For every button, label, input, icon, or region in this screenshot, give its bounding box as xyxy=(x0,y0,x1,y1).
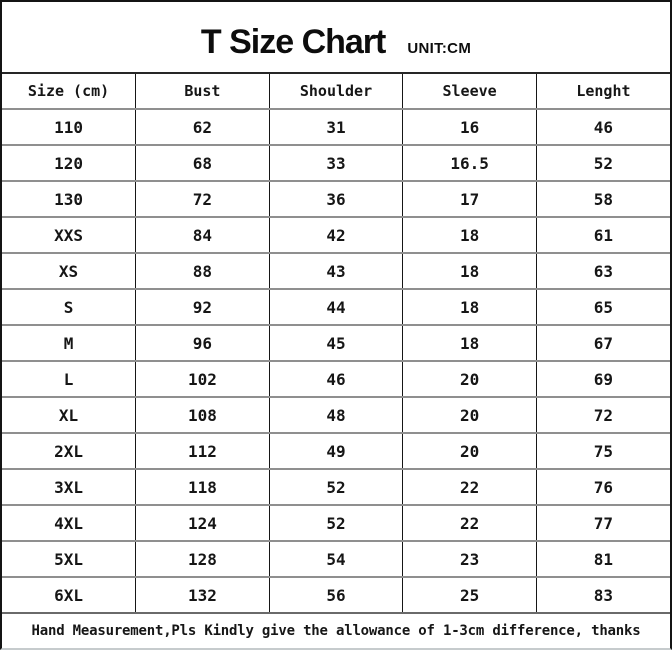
cell-bust: 88 xyxy=(135,252,270,289)
cell-shoulder: 52 xyxy=(268,468,403,505)
cell-sleeve: 20 xyxy=(402,432,537,469)
table-row: XS 88 43 18 63 xyxy=(2,252,670,289)
cell-sleeve: 20 xyxy=(402,396,537,433)
cell-length: 52 xyxy=(535,144,670,181)
cell-shoulder: 31 xyxy=(268,108,403,145)
size-table-head: Size (cm) Bust Shoulder Sleeve Lenght xyxy=(2,72,670,109)
size-table: Size (cm) Bust Shoulder Sleeve Lenght 110 62 3… xyxy=(2,72,670,612)
cell-length: 76 xyxy=(535,468,670,505)
table-row: 110 62 31 16 46 xyxy=(2,108,670,145)
cell-size: M xyxy=(2,324,136,361)
page-title: T Size Chart xyxy=(200,23,386,61)
column-header-bust: Bust xyxy=(135,72,270,109)
column-header-size: Size (cm) xyxy=(2,72,136,109)
cell-sleeve: 25 xyxy=(402,576,537,612)
cell-length: 67 xyxy=(535,324,670,361)
cell-size: XL xyxy=(2,396,136,433)
table-row: 2XL 112 49 20 75 xyxy=(2,432,670,469)
table-row: 6XL 132 56 25 83 xyxy=(2,576,670,612)
footer-note: Hand Measurement,Pls Kindly give the all… xyxy=(2,612,670,648)
cell-sleeve: 22 xyxy=(402,468,537,505)
cell-size: 110 xyxy=(2,108,136,145)
cell-bust: 108 xyxy=(135,396,270,433)
cell-bust: 72 xyxy=(135,180,270,217)
table-row: L 102 46 20 69 xyxy=(2,360,670,397)
cell-shoulder: 48 xyxy=(268,396,403,433)
cell-sleeve: 20 xyxy=(402,360,537,397)
cell-length: 69 xyxy=(535,360,670,397)
cell-length: 58 xyxy=(535,180,670,217)
cell-shoulder: 56 xyxy=(268,576,403,612)
cell-bust: 102 xyxy=(135,360,270,397)
cell-shoulder: 42 xyxy=(268,216,403,253)
table-row: XXS 84 42 18 61 xyxy=(2,216,670,253)
cell-bust: 92 xyxy=(135,288,270,325)
cell-sleeve: 18 xyxy=(402,252,537,289)
cell-bust: 96 xyxy=(135,324,270,361)
cell-shoulder: 54 xyxy=(268,540,403,577)
cell-bust: 68 xyxy=(135,144,270,181)
cell-bust: 112 xyxy=(135,432,270,469)
table-row: M 96 45 18 67 xyxy=(2,324,670,361)
cell-sleeve: 16 xyxy=(402,108,537,145)
cell-sleeve: 16.5 xyxy=(402,144,537,181)
cell-size: L xyxy=(2,360,136,397)
cell-length: 61 xyxy=(535,216,670,253)
table-row: XL 108 48 20 72 xyxy=(2,396,670,433)
table-row: 120 68 33 16.5 52 xyxy=(2,144,670,181)
table-row: 3XL 118 52 22 76 xyxy=(2,468,670,505)
cell-bust: 132 xyxy=(135,576,270,612)
cell-bust: 118 xyxy=(135,468,270,505)
table-row: 4XL 124 52 22 77 xyxy=(2,504,670,541)
cell-shoulder: 43 xyxy=(268,252,403,289)
column-header-sleeve: Sleeve xyxy=(402,72,537,109)
cell-bust: 62 xyxy=(135,108,270,145)
unit-label: UNIT:CM xyxy=(407,40,472,57)
cell-sleeve: 18 xyxy=(402,216,537,253)
cell-sleeve: 18 xyxy=(402,324,537,361)
table-row: 130 72 36 17 58 xyxy=(2,180,670,217)
cell-bust: 84 xyxy=(135,216,270,253)
column-header-shoulder: Shoulder xyxy=(268,72,403,109)
cell-size: 2XL xyxy=(2,432,136,469)
cell-size: 6XL xyxy=(2,576,136,612)
cell-size: 5XL xyxy=(2,540,136,577)
cell-size: S xyxy=(2,288,136,325)
cell-sleeve: 22 xyxy=(402,504,537,541)
cell-shoulder: 45 xyxy=(268,324,403,361)
cell-length: 83 xyxy=(535,576,670,612)
cell-length: 46 xyxy=(535,108,670,145)
cell-sleeve: 17 xyxy=(402,180,537,217)
cell-shoulder: 44 xyxy=(268,288,403,325)
cell-length: 63 xyxy=(535,252,670,289)
cell-sleeve: 18 xyxy=(402,288,537,325)
cell-shoulder: 49 xyxy=(268,432,403,469)
cell-size: 3XL xyxy=(2,468,136,505)
cell-size: XXS xyxy=(2,216,136,253)
cell-shoulder: 46 xyxy=(268,360,403,397)
cell-shoulder: 36 xyxy=(268,180,403,217)
cell-size: 4XL xyxy=(2,504,136,541)
cell-shoulder: 33 xyxy=(268,144,403,181)
table-row: S 92 44 18 65 xyxy=(2,288,670,325)
cell-size: XS xyxy=(2,252,136,289)
cell-length: 75 xyxy=(535,432,670,469)
cell-bust: 128 xyxy=(135,540,270,577)
cell-size: 120 xyxy=(2,144,136,181)
cell-shoulder: 52 xyxy=(268,504,403,541)
table-row: 5XL 128 54 23 81 xyxy=(2,540,670,577)
table-header-row: Size (cm) Bust Shoulder Sleeve Lenght xyxy=(2,72,670,109)
cell-length: 65 xyxy=(535,288,670,325)
column-header-length: Lenght xyxy=(535,72,670,109)
cell-length: 81 xyxy=(535,540,670,577)
header: T Size Chart UNIT:CM xyxy=(2,2,670,72)
size-table-body: 110 62 31 16 46 120 68 33 16.5 52 130 72 36 17 58 XXS 84… xyxy=(2,108,670,612)
cell-length: 72 xyxy=(535,396,670,433)
cell-bust: 124 xyxy=(135,504,270,541)
cell-length: 77 xyxy=(535,504,670,541)
cell-size: 130 xyxy=(2,180,136,217)
cell-sleeve: 23 xyxy=(402,540,537,577)
